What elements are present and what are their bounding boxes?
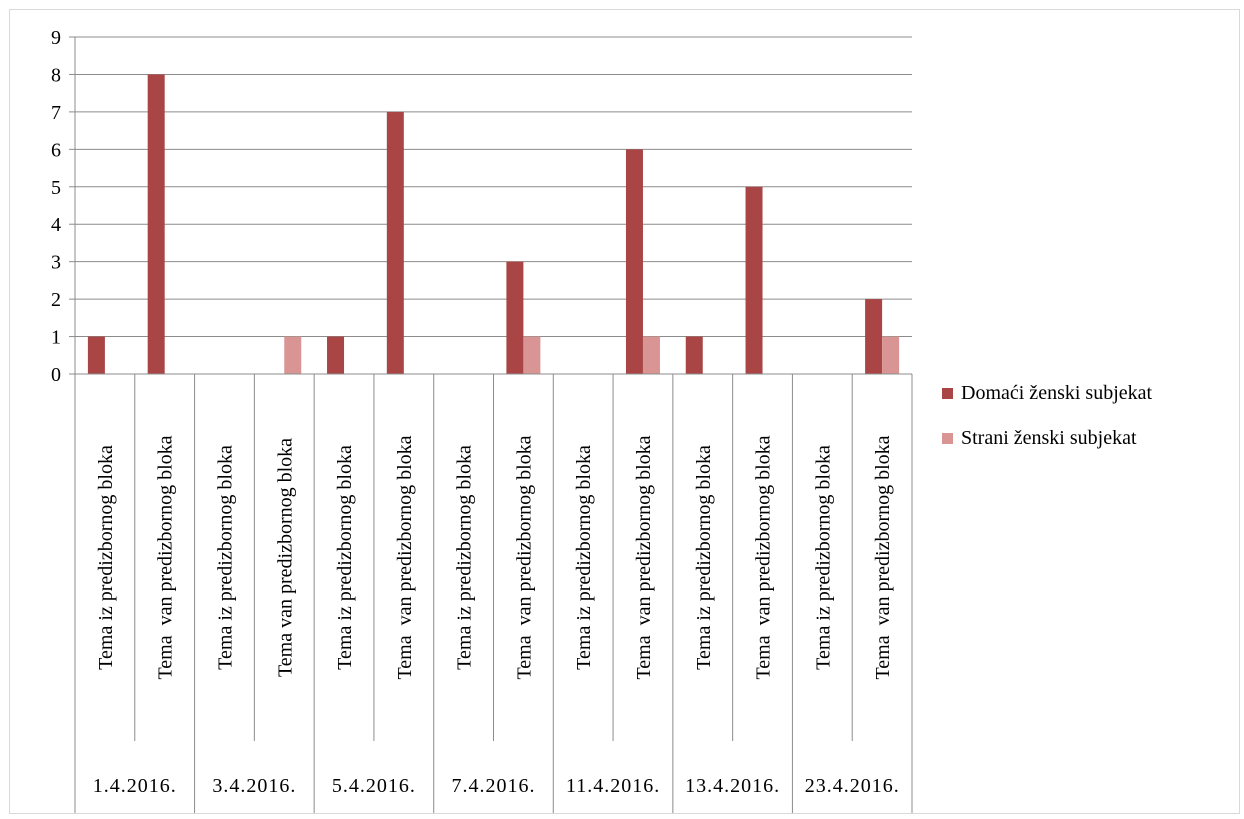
bar-domaci — [386, 111, 404, 374]
bar-domaci — [506, 261, 524, 374]
y-axis: 0 1 2 3 4 5 6 7 8 9 — [51, 27, 76, 386]
category-label: Tema iz predizbornog bloka — [573, 445, 595, 670]
legend: Domaći ženski subjekat Strani ženski subj… — [942, 382, 1152, 449]
y-tick-label: 3 — [51, 252, 61, 274]
bar-domaci — [147, 74, 165, 374]
bar-domaci — [865, 299, 883, 374]
bar-strani — [284, 336, 302, 374]
category-label: Tema van predizbornog bloka — [513, 435, 535, 679]
category-label: Tema iz predizbornog bloka — [214, 445, 236, 670]
bar-domaci — [87, 336, 105, 374]
y-tick-label: 7 — [51, 102, 61, 124]
category-label: Tema van predizbornog bloka — [155, 435, 177, 679]
category-label: Tema iz predizbornog bloka — [693, 445, 715, 670]
category-label: Tema van predizbornog bloka — [872, 435, 894, 679]
category-label: Tema van predizbornog bloka — [753, 435, 775, 679]
category-label: Tema van predizbornog bloka — [394, 435, 416, 679]
gridlines — [75, 36, 912, 375]
bar-domaci — [685, 336, 703, 374]
y-tick-label: 9 — [51, 27, 61, 49]
x-axis: Tema iz predizbornog bloka Tema van predi… — [74, 373, 913, 813]
legend-swatch — [942, 433, 953, 444]
y-tick-label: 2 — [51, 289, 61, 311]
category-label: Tema van predizbornog bloka — [274, 438, 296, 677]
chart-frame — [9, 9, 1240, 814]
bar-strani — [642, 336, 660, 374]
category-label: Tema iz predizbornog bloka — [454, 445, 476, 670]
y-tick-label: 8 — [51, 64, 61, 86]
category-label: Tema iz predizbornog bloka — [812, 445, 834, 670]
group-label: 1.4.2016. — [93, 775, 177, 797]
category-label: Tema van predizbornog bloka — [633, 435, 655, 679]
group-label: 23.4.2016. — [805, 775, 900, 797]
bar-domaci — [745, 186, 763, 374]
legend-swatch — [942, 388, 953, 399]
group-label: 11.4.2016. — [566, 775, 660, 797]
legend-label: Strani ženski subjekat — [961, 427, 1137, 449]
bar-strani — [523, 336, 541, 374]
bar-domaci — [327, 336, 345, 374]
bars — [87, 74, 900, 374]
legend-label: Domaći ženski subjekat — [961, 382, 1152, 404]
group-label: 7.4.2016. — [452, 775, 536, 797]
category-label: Tema iz predizbornog bloka — [334, 445, 356, 670]
y-tick-label: 0 — [51, 364, 61, 386]
category-label: Tema iz predizbornog bloka — [95, 445, 117, 670]
y-tick-label: 5 — [51, 177, 61, 199]
y-tick-label: 1 — [51, 327, 61, 349]
bar-strani — [882, 336, 900, 374]
group-label: 5.4.2016. — [332, 775, 416, 797]
y-tick-label: 4 — [51, 214, 61, 236]
y-tick-label: 6 — [51, 139, 61, 161]
bar-domaci — [625, 149, 643, 374]
group-label: 3.4.2016. — [212, 775, 296, 797]
group-label: 13.4.2016. — [685, 775, 780, 797]
